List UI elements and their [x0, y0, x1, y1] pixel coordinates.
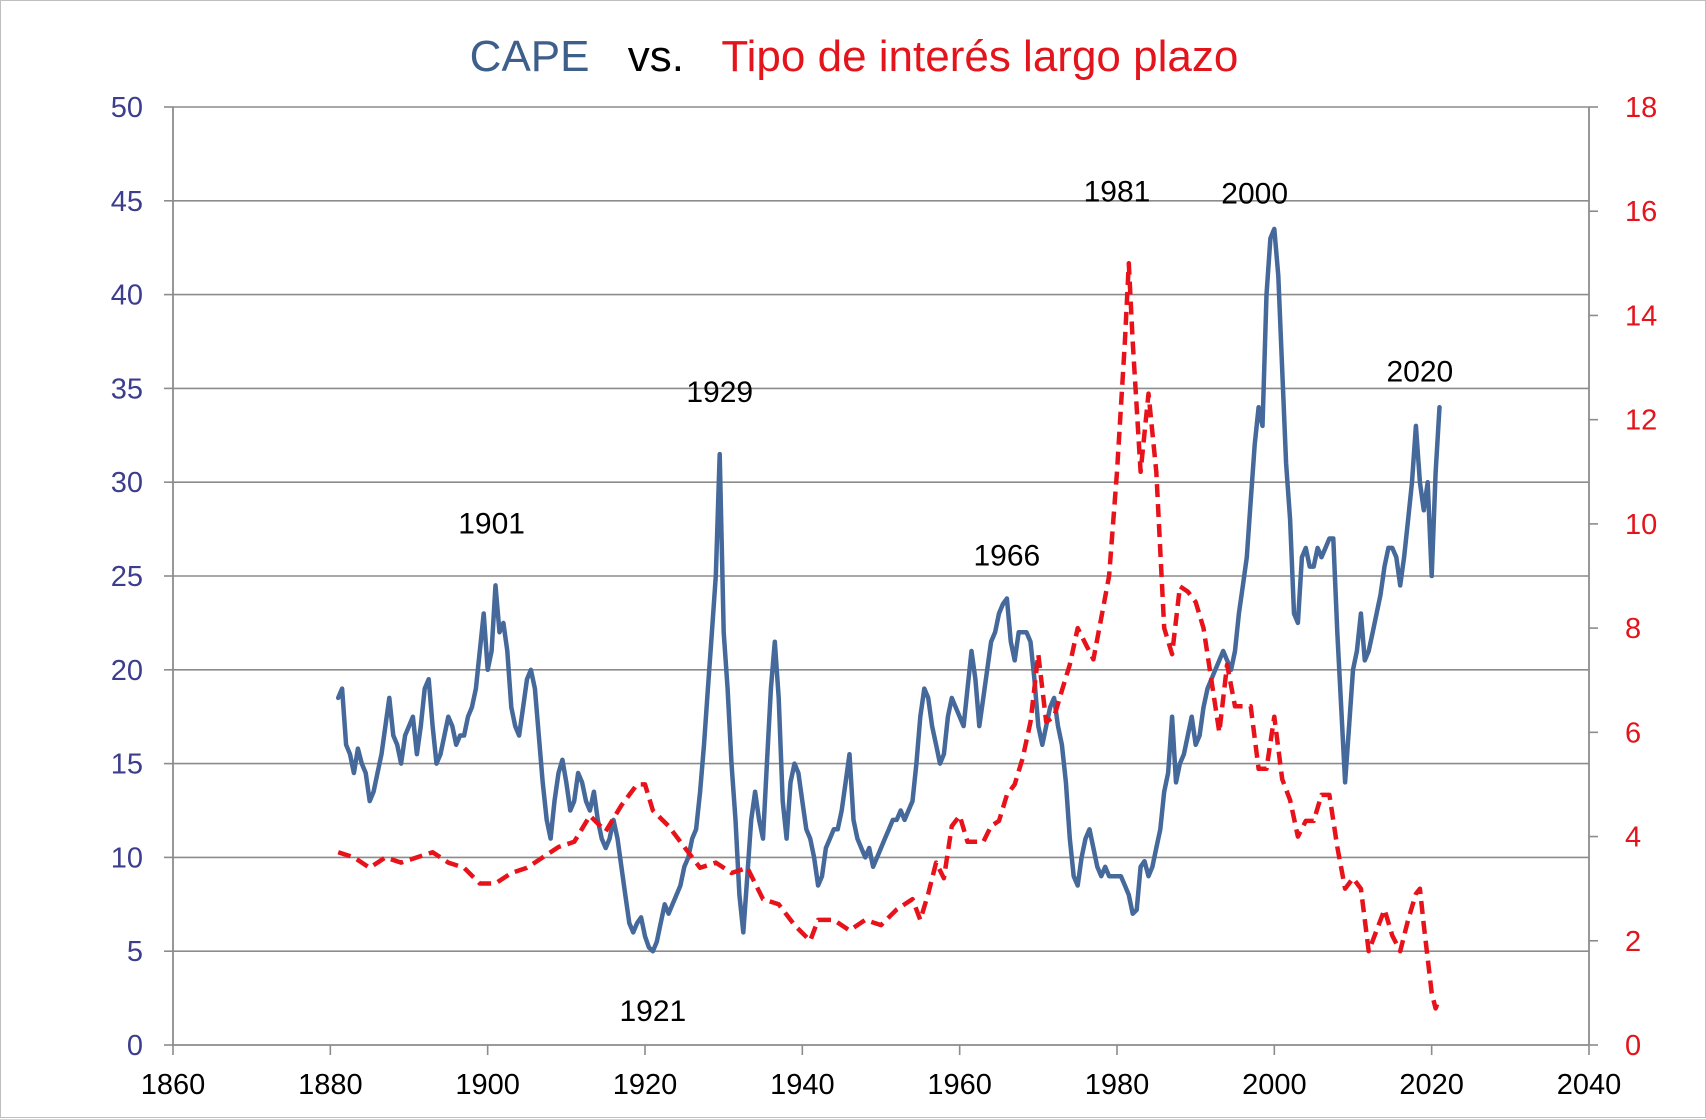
left-tick-label: 40: [111, 280, 143, 312]
annotation-label: 1929: [686, 376, 753, 409]
annotation-label: 1901: [458, 507, 525, 540]
annotation-label: 1981: [1084, 175, 1151, 208]
left-tick-label: 20: [111, 655, 143, 687]
right-tick-label: 14: [1625, 300, 1657, 332]
x-tick-label: 2000: [1242, 1069, 1307, 1101]
left-axis-ticks: 0 5 10 15 20 25 30 35 40 45 50: [111, 92, 173, 1062]
right-tick-label: 6: [1625, 717, 1641, 749]
x-tick-label: 2020: [1399, 1069, 1464, 1101]
annotation-label: 2020: [1386, 356, 1453, 389]
right-axis-ticks: 0 2 4 6 8 10 12 14 16 18: [1589, 92, 1657, 1062]
left-tick-label: 10: [111, 842, 143, 874]
x-tick-label: 1900: [455, 1069, 520, 1101]
right-tick-label: 0: [1625, 1030, 1641, 1062]
x-tick-label: 1940: [770, 1069, 835, 1101]
left-tick-label: 50: [111, 92, 143, 124]
x-axis-ticks: 1860 1880 1900 1920 1940 1960 1980 2000 2020 2040: [141, 1045, 1622, 1101]
title-part-rate: Tipo de interés largo plazo: [721, 32, 1238, 81]
right-tick-label: 8: [1625, 613, 1641, 645]
x-tick-label: 1920: [613, 1069, 678, 1101]
left-tick-label: 0: [127, 1030, 143, 1062]
chart-title: CAPE vs. Tipo de interés largo plazo: [470, 32, 1239, 81]
right-tick-label: 10: [1625, 509, 1657, 541]
series-line-cape: [335, 226, 1442, 954]
left-tick-label: 35: [111, 373, 143, 405]
right-tick-label: 2: [1625, 926, 1641, 958]
right-tick-label: 18: [1625, 92, 1657, 124]
series-layer: [335, 226, 1442, 1011]
annotation-label: 1966: [973, 539, 1040, 572]
annotation-label: 1921: [619, 995, 686, 1028]
x-tick-label: 2040: [1557, 1069, 1622, 1101]
left-tick-label: 15: [111, 749, 143, 781]
left-tick-label: 25: [111, 561, 143, 593]
series-line-rate: [337, 261, 1442, 1011]
right-tick-label: 4: [1625, 822, 1641, 854]
gridlines: [173, 106, 1589, 953]
x-tick-label: 1860: [141, 1069, 206, 1101]
left-tick-label: 45: [111, 186, 143, 218]
annotations: 1901 1929 1921 1966 1981 2000 2020: [458, 175, 1453, 1028]
left-tick-label: 5: [127, 936, 143, 968]
right-tick-label: 12: [1625, 405, 1657, 437]
annotation-label: 2000: [1221, 177, 1288, 210]
x-tick-label: 1980: [1085, 1069, 1150, 1101]
x-tick-label: 1880: [298, 1069, 363, 1101]
x-tick-label: 1960: [927, 1069, 992, 1101]
right-tick-label: 16: [1625, 196, 1657, 228]
title-part-cape: CAPE: [470, 32, 590, 81]
left-tick-label: 30: [111, 467, 143, 499]
title-part-vs: vs.: [628, 32, 684, 81]
